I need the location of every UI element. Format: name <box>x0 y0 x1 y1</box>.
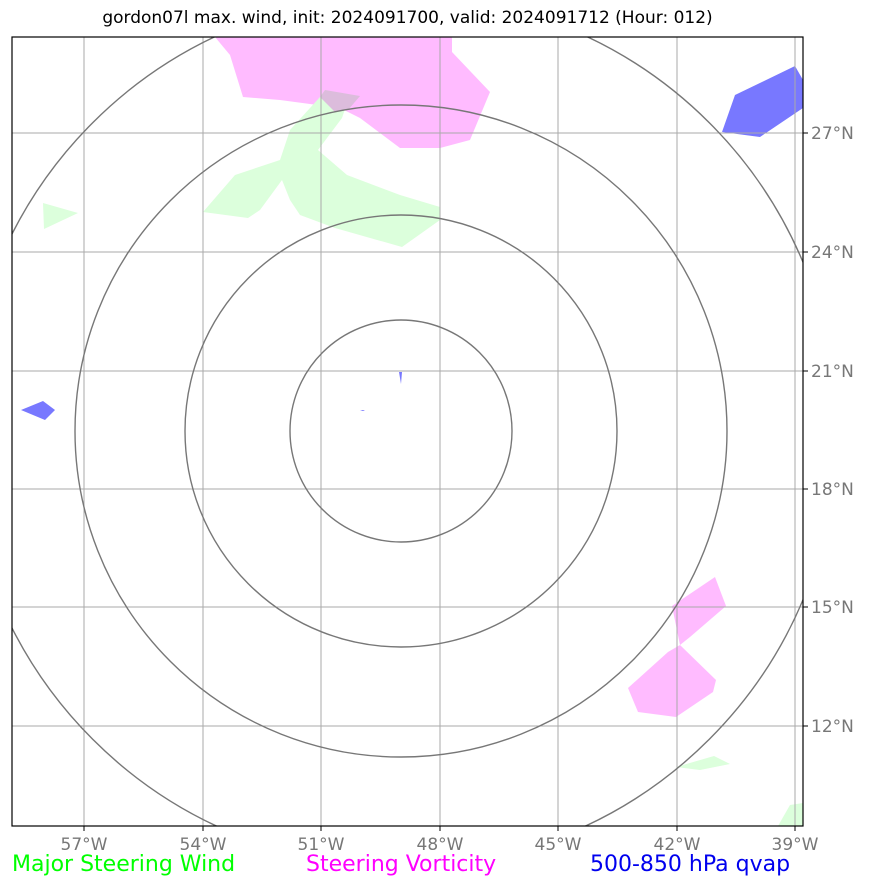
qvap-region-center <box>399 372 402 384</box>
legend-steering-vorticity: Steering Vorticity <box>306 852 497 877</box>
range-ring-1 <box>289 319 513 543</box>
lat-label: 21°N <box>811 362 854 382</box>
range-ring-3 <box>74 104 728 758</box>
wind-region-southeast-corner <box>778 803 803 826</box>
lat-label: 12°N <box>811 717 854 737</box>
latitude-labels: 27°N 24°N 21°N 18°N 15°N 12°N <box>811 124 854 737</box>
lon-label: 39°W <box>772 835 819 855</box>
lon-label: 57°W <box>61 835 108 855</box>
qvap-region-northeast <box>722 66 803 137</box>
tick-marks <box>83 132 808 831</box>
plot-frame <box>11 36 804 827</box>
qvap-region-west <box>21 401 55 420</box>
vorticity-overlap <box>320 90 360 112</box>
lon-label: 54°W <box>180 835 227 855</box>
lon-label: 48°W <box>417 835 464 855</box>
qvap-contours <box>21 66 803 420</box>
range-rings <box>12 37 803 826</box>
lon-label: 42°W <box>654 835 701 855</box>
graticule <box>12 37 803 826</box>
vorticity-region-southeast-lower <box>628 645 716 717</box>
lat-label: 27°N <box>811 124 854 144</box>
lon-label: 45°W <box>535 835 582 855</box>
map-title: gordon07l max. wind, init: 2024091700, v… <box>102 8 713 28</box>
wind-region-west <box>43 203 78 229</box>
steering-wind-contours <box>43 90 803 826</box>
range-ring-2 <box>184 214 618 648</box>
vorticity-region-southeast-upper <box>672 577 726 645</box>
vorticity-region-north <box>215 37 490 148</box>
wind-region-south <box>676 756 730 770</box>
lat-label: 15°N <box>811 598 854 618</box>
lat-label: 18°N <box>811 480 854 500</box>
lat-label: 24°N <box>811 243 854 263</box>
vorticity-contours <box>215 37 726 717</box>
longitude-labels: 57°W 54°W 51°W 48°W 45°W 42°W 39°W <box>61 835 819 855</box>
legend-steering-wind: Major Steering Wind <box>12 852 236 877</box>
qvap-speck <box>360 410 365 411</box>
legend-qvap: 500-850 hPa qvap <box>590 852 791 877</box>
lon-label: 51°W <box>298 835 345 855</box>
